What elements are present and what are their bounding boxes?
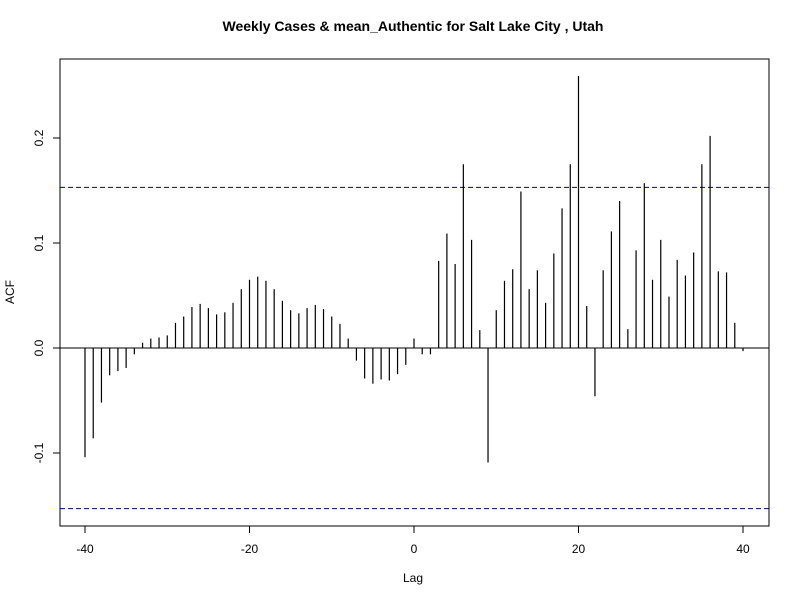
y-tick-label: 0.1 <box>32 234 46 251</box>
x-axis: -40 -20 0 20 40 <box>76 525 750 556</box>
x-tick-label: 20 <box>572 542 586 556</box>
chart-title: Weekly Cases & mean_Authentic for Salt L… <box>223 18 604 34</box>
x-tick-label: 40 <box>736 542 750 556</box>
plot-frame <box>59 58 770 527</box>
y-tick-label: 0.0 <box>32 339 46 356</box>
y-axis-label: ACF <box>3 280 17 304</box>
x-tick-label: 0 <box>411 542 418 556</box>
x-tick-label: -20 <box>241 542 259 556</box>
y-axis: -0.1 0.0 0.1 0.2 <box>32 129 61 463</box>
y-tick-label: -0.1 <box>32 442 46 463</box>
x-axis-label: Lag <box>403 571 423 585</box>
y-tick-label: 0.2 <box>32 129 46 146</box>
x-tick-label: -40 <box>76 542 94 556</box>
acf-bars <box>84 76 744 463</box>
